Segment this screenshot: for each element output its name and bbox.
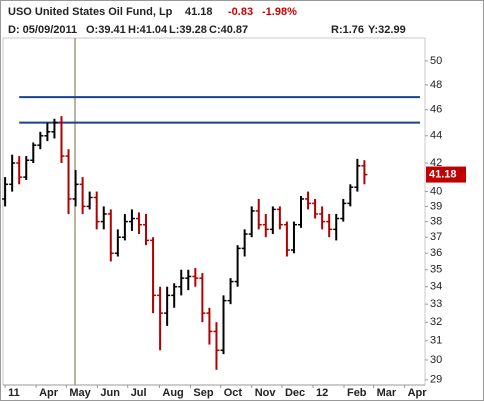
last-price: 41.18 (185, 6, 213, 18)
info-close: C:40.87 (209, 24, 248, 36)
x-tick-label: Dec (285, 387, 305, 399)
y-tick-label: 48 (430, 79, 442, 91)
x-tick-label: Apr (408, 387, 428, 399)
y-tick-label: 30 (430, 354, 442, 366)
x-tick-label: May (69, 387, 91, 399)
y-tick-label: 35 (430, 264, 442, 276)
info-date: D: 05/09/2011 (8, 24, 77, 36)
y-tick-label: 31 (430, 335, 442, 347)
info-r: R:1.76 (331, 24, 364, 36)
info-high: H:41.04 (128, 24, 168, 36)
x-tick-label: Aug (162, 387, 183, 399)
y-tick-label: 36 (430, 247, 442, 259)
y-tick-label: 34 (430, 281, 442, 293)
y-tick-label: 32 (430, 316, 442, 328)
last-price-label: 41.18 (429, 168, 457, 180)
last-price-box (426, 166, 466, 183)
y-tick-label: 46 (430, 104, 442, 116)
change-pct: -1.98% (262, 6, 297, 18)
y-tick-label: 29 (430, 374, 442, 386)
y-tick-label: 37 (430, 231, 442, 243)
y-tick-label: 33 (430, 298, 442, 310)
x-tick-label: Jun (100, 387, 120, 399)
x-tick-label: 11 (8, 387, 20, 399)
x-tick-label: 12 (316, 387, 328, 399)
x-tick-label: Nov (255, 387, 277, 399)
info-low: L:39.28 (169, 24, 207, 36)
info-y: Y:32.99 (368, 24, 406, 36)
x-tick-label: Jul (131, 387, 147, 399)
info-open: O:39.41 (86, 24, 126, 36)
x-tick-label: Mar (377, 387, 397, 399)
y-tick-label: 44 (430, 130, 442, 142)
y-tick-label: 42 (430, 157, 442, 169)
chart-title: USO United States Oil Fund, Lp (8, 6, 173, 18)
change: -0.83 (228, 6, 253, 18)
y-tick-label: 50 (430, 55, 442, 67)
x-tick-label: Feb (347, 387, 367, 399)
plot-area (2, 37, 426, 386)
y-tick-label: 40 (430, 185, 442, 197)
x-tick-label: Sep (193, 387, 213, 399)
x-tick-label: Apr (39, 387, 59, 399)
y-tick-label: 39 (430, 200, 442, 212)
y-tick-label: 38 (430, 216, 442, 228)
x-tick-label: Oct (224, 387, 243, 399)
